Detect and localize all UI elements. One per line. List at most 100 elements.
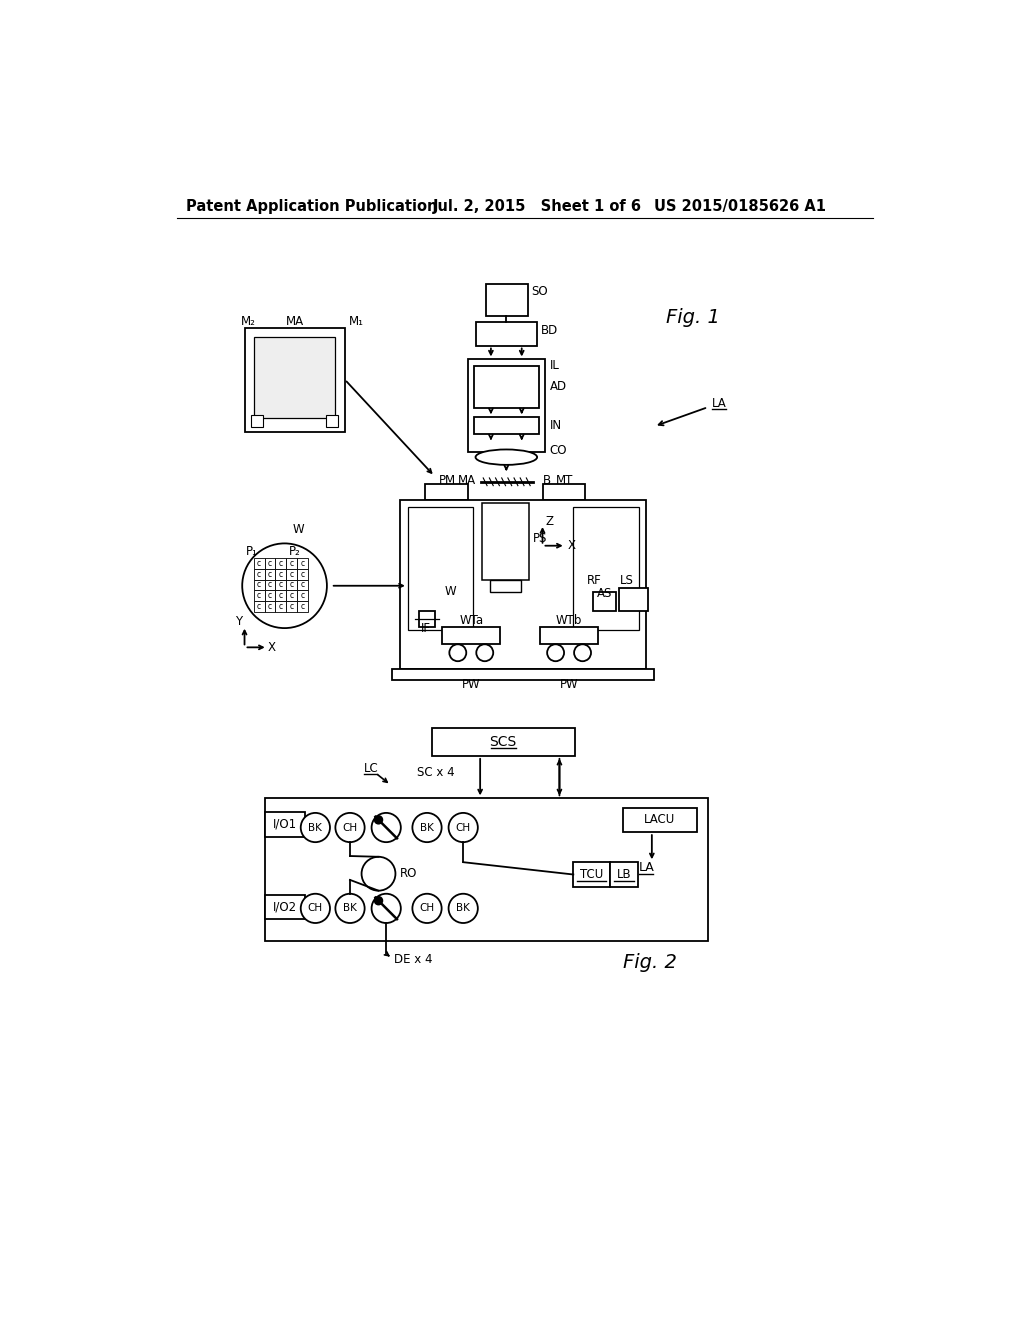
Text: RO: RO <box>400 867 418 880</box>
Bar <box>468 359 545 451</box>
Bar <box>490 581 521 591</box>
Text: CO: CO <box>550 445 567 458</box>
Bar <box>254 569 264 579</box>
Text: LA: LA <box>639 861 654 874</box>
Bar <box>408 507 473 631</box>
Bar <box>297 558 307 569</box>
Circle shape <box>336 813 365 842</box>
Bar <box>286 569 297 579</box>
Text: MA: MA <box>458 474 475 487</box>
Text: AD: AD <box>550 380 566 393</box>
Circle shape <box>476 644 494 661</box>
Bar <box>254 601 264 612</box>
Bar <box>245 327 345 432</box>
Text: BK: BK <box>420 822 434 833</box>
Bar <box>400 499 646 669</box>
Bar <box>286 579 297 590</box>
Text: c: c <box>279 570 283 578</box>
Text: c: c <box>300 558 304 568</box>
Text: CH: CH <box>308 903 323 913</box>
Text: IF: IF <box>421 622 431 635</box>
Text: CH: CH <box>456 822 471 833</box>
Bar <box>297 590 307 601</box>
Text: X: X <box>568 539 575 552</box>
Text: BD: BD <box>541 323 558 337</box>
Circle shape <box>336 894 365 923</box>
Bar <box>593 591 615 611</box>
Bar <box>326 414 339 428</box>
Bar <box>275 569 286 579</box>
Bar <box>610 862 638 887</box>
Text: SC x 4: SC x 4 <box>417 767 455 779</box>
Text: c: c <box>279 558 283 568</box>
Bar <box>254 579 264 590</box>
Text: BK: BK <box>457 903 470 913</box>
Ellipse shape <box>475 449 538 465</box>
Bar <box>264 558 275 569</box>
Text: IN: IN <box>550 418 561 432</box>
Text: CH: CH <box>342 822 357 833</box>
Text: LA: LA <box>712 397 727 409</box>
Text: c: c <box>268 602 272 611</box>
Bar <box>624 808 696 832</box>
Text: c: c <box>300 581 304 590</box>
Text: c: c <box>290 581 294 590</box>
Bar <box>419 611 435 627</box>
Text: c: c <box>279 591 283 601</box>
Circle shape <box>547 644 564 661</box>
Text: X: X <box>267 640 275 653</box>
Bar <box>254 590 264 601</box>
Text: c: c <box>257 570 261 578</box>
Bar <box>286 601 297 612</box>
Text: c: c <box>290 558 294 568</box>
Bar <box>297 579 307 590</box>
Text: M₂: M₂ <box>241 315 256 329</box>
Bar <box>264 569 275 579</box>
Text: Jul. 2, 2015   Sheet 1 of 6: Jul. 2, 2015 Sheet 1 of 6 <box>432 198 641 214</box>
Bar <box>275 558 286 569</box>
Text: c: c <box>290 602 294 611</box>
Bar <box>442 627 500 644</box>
Bar <box>251 414 263 428</box>
Circle shape <box>450 644 466 661</box>
Bar <box>265 812 305 837</box>
Circle shape <box>361 857 395 891</box>
Text: Z: Z <box>546 515 554 528</box>
Text: AS: AS <box>596 587 611 601</box>
Text: CH: CH <box>420 903 434 913</box>
Text: c: c <box>300 602 304 611</box>
Text: c: c <box>257 591 261 601</box>
Circle shape <box>574 644 591 661</box>
Text: RF: RF <box>587 574 601 587</box>
Text: IL: IL <box>550 359 559 372</box>
Text: c: c <box>257 602 261 611</box>
Circle shape <box>413 813 441 842</box>
Text: c: c <box>268 570 272 578</box>
Circle shape <box>413 894 441 923</box>
Bar <box>264 590 275 601</box>
Bar <box>474 366 539 408</box>
Text: c: c <box>279 581 283 590</box>
Bar <box>432 729 574 756</box>
Text: PW: PW <box>463 677 481 690</box>
Bar <box>264 579 275 590</box>
Text: c: c <box>268 591 272 601</box>
Text: LB: LB <box>616 869 632 880</box>
Bar <box>297 569 307 579</box>
Bar <box>254 558 264 569</box>
Text: c: c <box>268 558 272 568</box>
Text: W: W <box>292 523 304 536</box>
Text: Fig. 1: Fig. 1 <box>666 309 720 327</box>
Bar <box>425 484 468 499</box>
Bar <box>573 507 639 631</box>
Text: M₁: M₁ <box>348 315 364 329</box>
Bar <box>297 601 307 612</box>
Text: P₁: P₁ <box>246 545 258 557</box>
Bar <box>286 590 297 601</box>
Text: I/O2: I/O2 <box>273 900 297 913</box>
Text: c: c <box>300 570 304 578</box>
Text: US 2015/0185626 A1: US 2015/0185626 A1 <box>654 198 826 214</box>
Text: Y: Y <box>234 615 242 628</box>
Circle shape <box>372 894 400 923</box>
Text: Patent Application Publication: Patent Application Publication <box>186 198 437 214</box>
